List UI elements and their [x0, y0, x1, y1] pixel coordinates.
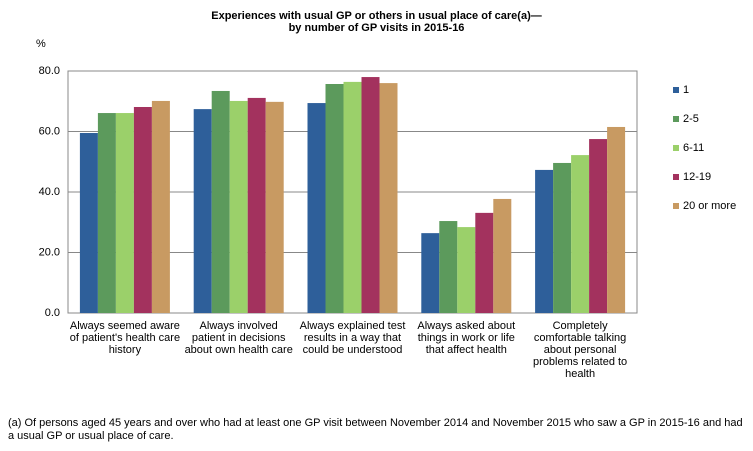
y-tick-label: 20.0 [39, 246, 60, 258]
bar [421, 233, 440, 313]
bar [133, 106, 152, 313]
legend-swatch [673, 174, 679, 180]
bar [571, 155, 590, 313]
bar [307, 103, 326, 313]
legend-label: 1 [683, 84, 689, 96]
legend-swatch [673, 145, 679, 151]
x-tick-label: Always involved patient in decisions abo… [184, 320, 293, 356]
chart-title: by number of GP visits in 2015-16 [288, 22, 465, 34]
legend-swatch [673, 203, 679, 209]
legend-label: 20 or more [683, 200, 736, 212]
bar [439, 221, 458, 313]
x-tick-label: Always asked about things in work or lif… [417, 320, 516, 356]
bar [553, 162, 572, 313]
bar [79, 133, 98, 313]
footnote: (a) Of persons aged 45 years and over wh… [8, 417, 743, 442]
bar [265, 101, 284, 313]
bar [229, 100, 248, 313]
y-axis-label: % [36, 38, 46, 50]
x-tick-label: Always seemed aware of patient's health … [69, 320, 181, 356]
bar [247, 97, 266, 313]
bar [115, 113, 134, 313]
bar [493, 198, 512, 313]
x-tick-label: Always explained test results in a way t… [299, 320, 406, 356]
legend-swatch [673, 87, 679, 93]
legend-label: 12-19 [683, 171, 711, 183]
bar [589, 139, 608, 313]
bar [607, 126, 626, 314]
bar [325, 84, 344, 313]
legend-label: 6-11 [683, 142, 704, 154]
y-tick-label: 60.0 [39, 125, 60, 137]
bar [475, 212, 494, 313]
bar [151, 100, 170, 313]
bar [361, 77, 380, 313]
bar [457, 227, 476, 313]
bar [97, 113, 116, 313]
bar [211, 90, 230, 313]
y-tick-label: 80.0 [39, 65, 60, 77]
bar [343, 81, 362, 313]
y-tick-label: 40.0 [39, 186, 60, 198]
bar [193, 109, 212, 314]
y-tick-label: 0.0 [45, 307, 60, 319]
legend-label: 2-5 [683, 113, 699, 125]
chart-title: Experiences with usual GP or others in u… [211, 10, 542, 22]
x-tick-label: Completely comfortable talking about per… [533, 320, 628, 380]
bar [379, 83, 398, 313]
bar [535, 169, 554, 313]
legend-swatch [673, 116, 679, 122]
